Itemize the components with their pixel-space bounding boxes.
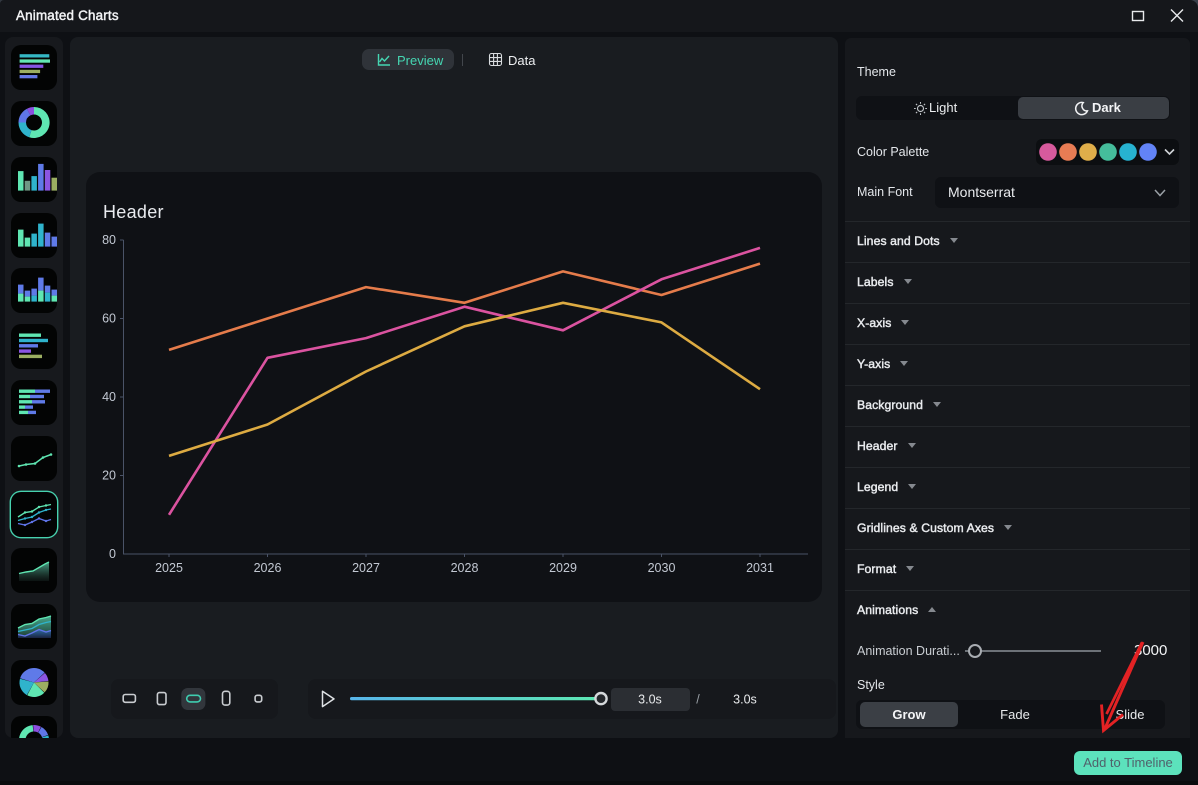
svg-text:20: 20 <box>102 469 116 483</box>
svg-text:80: 80 <box>102 233 116 247</box>
svg-text:3.0s: 3.0s <box>733 693 757 707</box>
svg-text:2031: 2031 <box>746 561 774 575</box>
svg-text:2030: 2030 <box>648 561 676 575</box>
svg-text:2029: 2029 <box>549 561 577 575</box>
svg-text:Header: Header <box>103 202 164 222</box>
svg-text:3.0s: 3.0s <box>638 693 662 707</box>
svg-text:2028: 2028 <box>451 561 479 575</box>
svg-text:2027: 2027 <box>352 561 380 575</box>
svg-text:2025: 2025 <box>155 561 183 575</box>
svg-text:2026: 2026 <box>254 561 282 575</box>
svg-text:/: / <box>696 693 700 707</box>
svg-text:60: 60 <box>102 312 116 326</box>
svg-text:40: 40 <box>102 390 116 404</box>
svg-text:0: 0 <box>109 547 116 561</box>
